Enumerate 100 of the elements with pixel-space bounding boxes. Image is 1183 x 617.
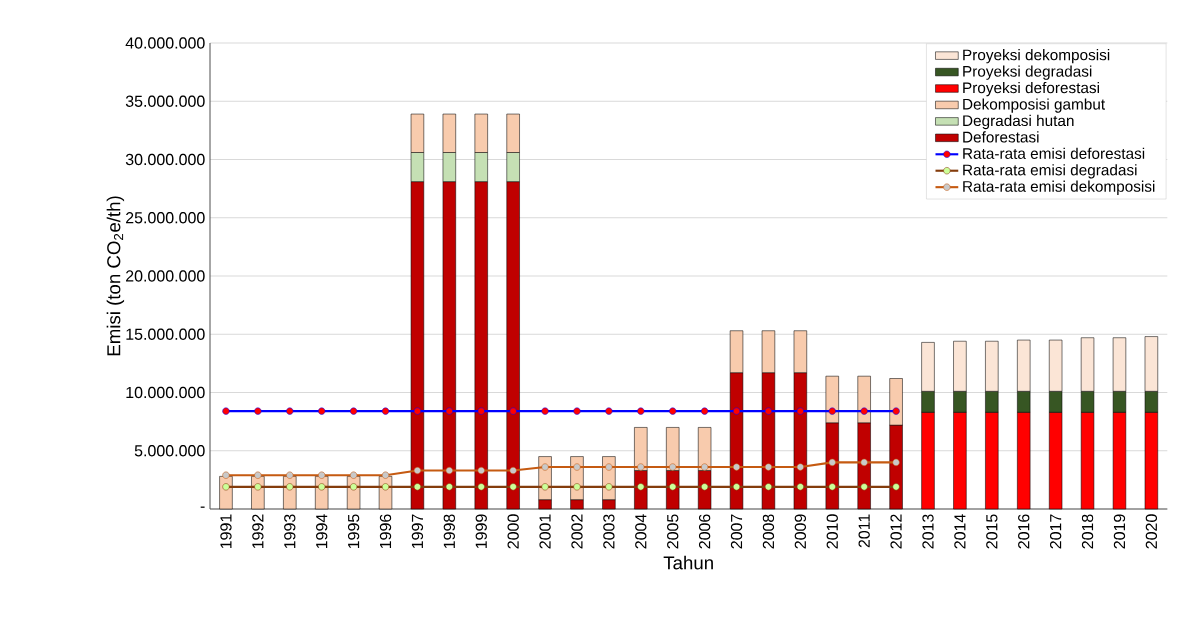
x-tick-label: 2018 [1081, 514, 1094, 549]
point [605, 407, 613, 415]
point [541, 463, 549, 471]
point [573, 483, 581, 491]
x-tick-label: 2008 [762, 514, 775, 549]
point [669, 407, 677, 415]
point [350, 407, 358, 415]
point [222, 471, 230, 479]
point [445, 466, 453, 475]
point [669, 463, 677, 471]
point [828, 458, 836, 466]
point [413, 466, 422, 475]
legend-label: Rata-rata emisi deforestasi [963, 147, 1145, 159]
point [318, 471, 326, 479]
point [413, 407, 422, 415]
x-tick-label: 2003 [603, 514, 615, 549]
x-tick-label: 1992 [252, 514, 264, 549]
point [254, 407, 262, 415]
legend-label: Proyeksi dekomposisi [963, 49, 1110, 64]
x-tick-label: 2001 [539, 514, 551, 549]
point [637, 483, 645, 491]
point [764, 483, 773, 491]
point [509, 483, 517, 491]
x-tick-label: 1993 [284, 514, 296, 549]
point [509, 466, 517, 475]
x-tick-label: 2019 [1113, 514, 1126, 549]
point [892, 483, 900, 491]
point [637, 407, 645, 415]
x-tick-label: 2011 [858, 514, 870, 548]
x-tick-label: 2005 [667, 514, 679, 549]
point [732, 407, 741, 415]
x-tick-label: 1994 [316, 514, 328, 549]
point [860, 407, 868, 415]
point [541, 407, 549, 415]
y-tick-label: 25.000.000 [126, 212, 205, 224]
y-tick-label: 30.000.000 [125, 153, 205, 166]
x-tick-label: 2017 [1049, 514, 1062, 549]
point [477, 407, 485, 415]
point [828, 483, 836, 491]
x-tick-label: 2016 [1018, 514, 1030, 549]
point [860, 458, 868, 466]
legend-label: Dekomposisi gambut [963, 98, 1105, 113]
y-tick-label: 5.000.000 [134, 445, 205, 457]
point [318, 407, 326, 415]
x-tick-label: 2015 [986, 514, 998, 549]
point [381, 407, 390, 415]
point [477, 483, 485, 491]
point [286, 483, 294, 491]
y-tick-label: 20.000.000 [126, 270, 205, 282]
point [637, 463, 645, 471]
point [796, 463, 804, 471]
point [509, 407, 517, 415]
point [222, 407, 230, 415]
legend-label: Rata-rata emisi degradasi [963, 164, 1137, 179]
legend-label: Proyeksi deforestasi [963, 81, 1099, 97]
point [732, 483, 741, 491]
point [796, 483, 804, 491]
point [445, 407, 453, 415]
point [892, 407, 900, 415]
point [413, 483, 422, 491]
x-tick-label: 1997 [411, 514, 424, 549]
x-tick-label: 2002 [571, 514, 583, 549]
y-tick-label: - [200, 506, 205, 508]
point [701, 483, 709, 491]
point [605, 483, 613, 491]
x-tick-label: 1999 [475, 514, 487, 549]
x-tick-label: 1995 [347, 514, 360, 549]
point [764, 463, 773, 471]
x-tick-label: 2007 [730, 514, 743, 549]
point [254, 483, 262, 491]
point [286, 407, 294, 415]
y-tick-label: 35.000.000 [125, 95, 205, 107]
x-tick-label: 2010 [826, 514, 838, 549]
x-tick-label: 2013 [922, 514, 934, 549]
y-tick-label: 15.000.000 [126, 328, 205, 340]
point [860, 483, 868, 491]
x-tick-label: 2020 [1145, 514, 1158, 549]
point [381, 471, 390, 479]
x-tick-label: 1991 [220, 514, 232, 549]
point [573, 407, 581, 415]
legend-label: Rata-rata emisi dekomposisi [963, 180, 1155, 195]
x-tick-label: 2000 [507, 514, 519, 549]
point [764, 407, 773, 415]
point [381, 483, 390, 491]
point [477, 466, 485, 475]
legend-label: Proyeksi degradasi [963, 65, 1092, 80]
y-tick-label: 40.000.000 [125, 37, 205, 49]
x-tick-label: 1996 [379, 514, 392, 549]
point [732, 463, 741, 471]
x-tick-label: 2004 [635, 514, 647, 549]
point [605, 463, 613, 471]
point [573, 463, 581, 471]
legend-label: Deforestasi [963, 131, 1039, 143]
x-tick-label: 2014 [954, 514, 966, 549]
point [701, 463, 709, 471]
point [796, 407, 804, 415]
point [541, 483, 549, 491]
x-tick-label: 2012 [890, 514, 902, 549]
point [892, 458, 900, 466]
point [318, 483, 326, 491]
